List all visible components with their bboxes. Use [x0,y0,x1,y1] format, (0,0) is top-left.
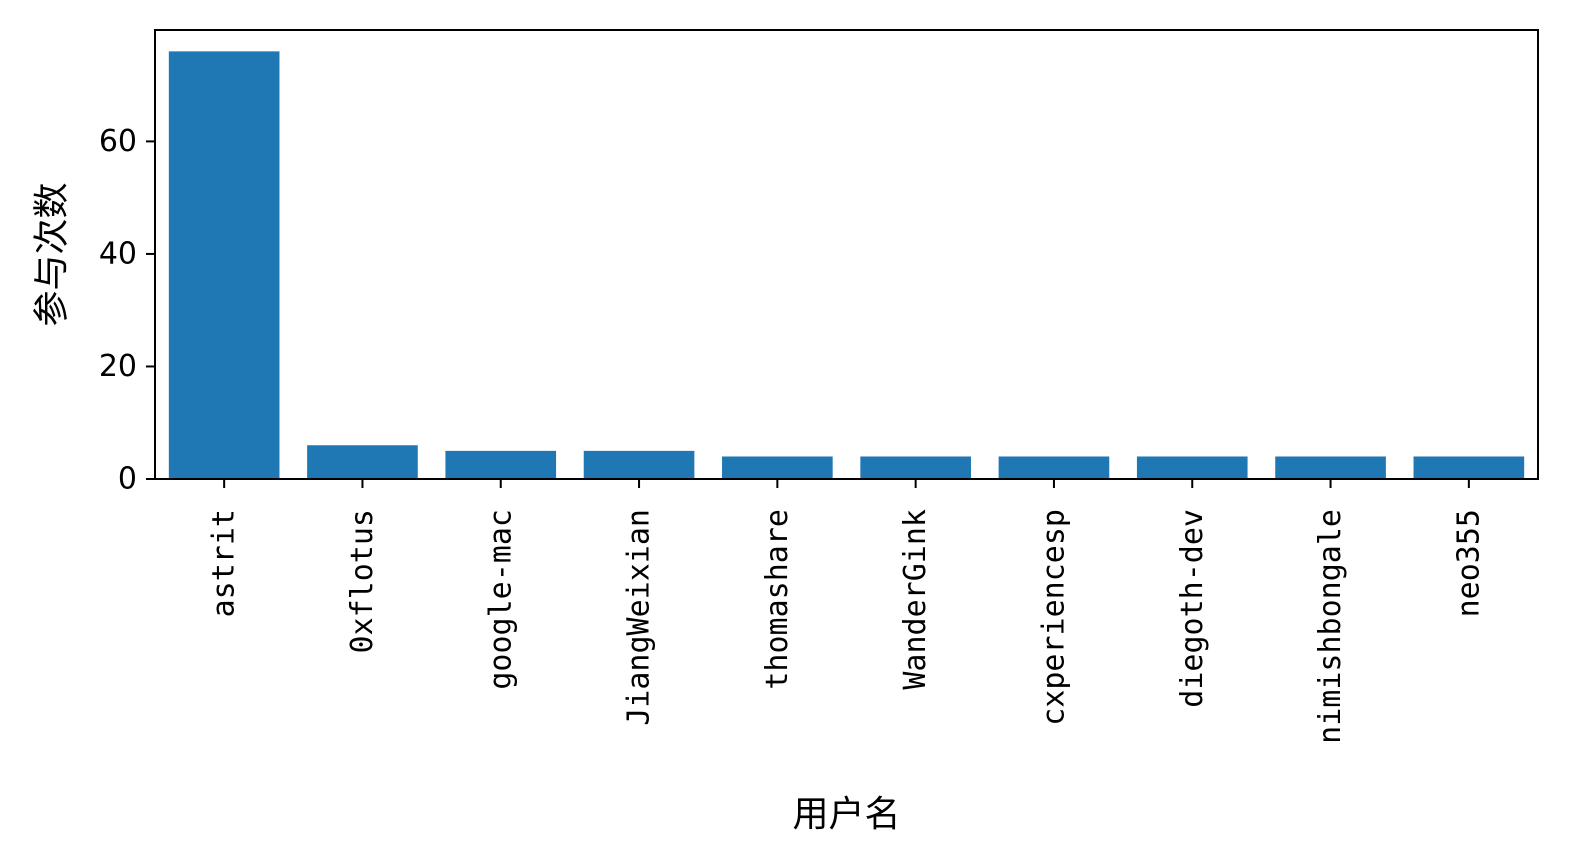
bar-cxperiencesp [998,456,1110,479]
x-tick-label: WanderGink [898,509,933,690]
x-tick-label: cxperiencesp [1036,509,1071,726]
bars-group [168,51,1525,479]
bar-JiangWeixian [583,450,695,479]
y-tick-label: 40 [99,236,137,271]
plot-frame [154,29,1539,480]
x-tick-label: google-mac [483,509,518,690]
x-axis-label: 用户名 [792,794,900,835]
bar-diegoth-dev [1136,456,1248,479]
y-axis-ticks: 0 20 40 60 [99,124,155,497]
x-tick-label: JiangWeixian [622,509,657,726]
x-tick-label: astrit [207,509,242,617]
bar-google-mac [445,450,557,479]
y-tick-label: 20 [99,349,137,384]
y-tick-label: 0 [118,462,137,497]
x-tick-label: neo355 [1451,509,1486,617]
bar-0xflotus [307,445,418,479]
bar-neo355 [1413,456,1525,479]
bar-thomashare [722,456,833,479]
y-tick-label: 60 [99,124,137,159]
x-tick-label: thomashare [760,509,795,690]
bar-astrit [168,51,280,479]
y-axis-label: 参与次数 [32,182,73,326]
bar-nimishbongale [1275,456,1386,479]
x-tick-label: nimishbongale [1313,509,1348,744]
x-axis-ticks: astrit 0xflotus google-mac JiangWeixian thom… [207,479,1486,744]
x-tick-label: diegoth-dev [1175,509,1210,708]
bar-WanderGink [860,456,971,479]
x-tick-label: 0xflotus [345,509,380,654]
